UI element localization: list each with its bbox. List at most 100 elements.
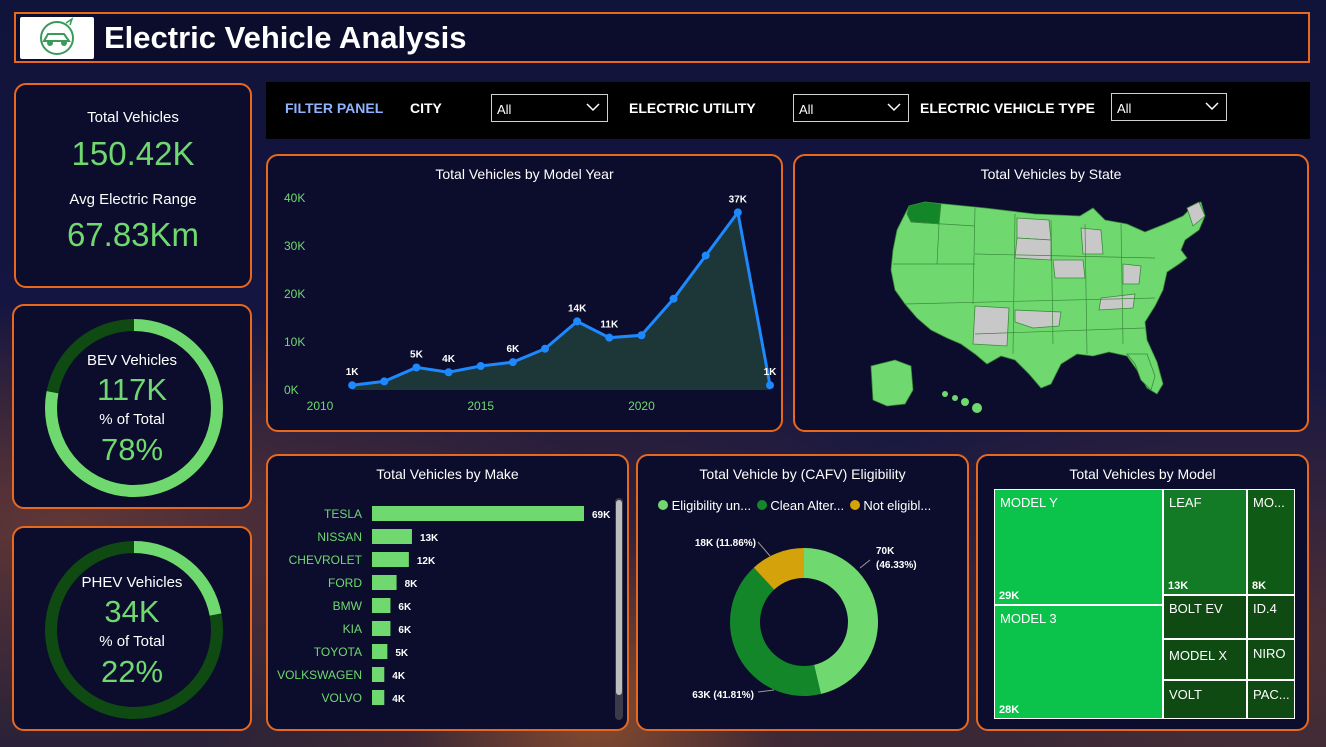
gray-state-dakota-s [1014,237,1052,261]
state-borders [893,207,1156,355]
bar-value-label: 12K [417,556,436,567]
series-line [351,208,772,387]
bar-value-label: 8K [405,579,419,590]
treemap-value: 29K [999,590,1020,602]
bar-category-label: VOLKSWAGEN [277,668,362,682]
page-title: Electric Vehicle Analysis [104,20,467,55]
data-point[interactable] [701,251,710,260]
treemap-cell-volt[interactable]: VOLT [1163,680,1247,719]
washington-state [906,201,942,225]
treemap-label: ID.4 [1253,601,1277,616]
treemap-value: 13K [1168,580,1189,592]
data-point[interactable] [573,317,582,326]
data-point[interactable] [476,362,485,370]
city-dropdown-value: All [497,102,512,117]
treemap-cell-model-x[interactable]: MODEL X [1163,639,1247,680]
treemap-cell-id4[interactable]: ID.4 [1247,595,1295,639]
treemap-label: PAC... [1253,687,1290,702]
treemap-value: 28K [999,704,1020,716]
data-point[interactable] [412,363,421,372]
type-dropdown[interactable]: All [1111,93,1227,121]
data-label: 4K [442,354,456,365]
bar[interactable] [372,506,584,521]
bar-value-label: 6K [398,625,412,636]
treemap-cell-leaf[interactable]: LEAF 13K [1163,489,1247,595]
bar[interactable] [372,598,391,613]
treemap-label: MODEL 3 [1000,611,1057,626]
donut-slice[interactable] [730,567,821,696]
data-point[interactable] [766,381,774,390]
data-point[interactable] [508,358,517,367]
bev-pct-label: % of Total [99,411,165,428]
city-dropdown[interactable]: All [491,94,608,122]
treemap-label: LEAF [1169,495,1202,510]
bar-value-label: 4K [392,694,406,705]
treemap-cell-model-y[interactable]: MODEL Y 29K [994,489,1163,605]
scrollbar-thumb[interactable] [616,500,622,695]
gray-state-wisconsin [1080,227,1104,255]
bar[interactable] [372,552,409,567]
y-tick-label: 30K [284,239,305,253]
cafv-legend: Eligibility un... Clean Alter... Not eli… [658,498,931,513]
bar[interactable] [372,644,388,659]
leader-line [757,541,771,557]
x-tick-label: 2015 [467,399,494,413]
bar-value-label: 5K [395,648,409,659]
bar-category-label: FORD [328,576,362,590]
header-bar: Electric Vehicle Analysis [14,12,1310,63]
legend-item-clean-alt: Clean Alter... [770,498,845,513]
treemap-cell-bolt-ev[interactable]: BOLT EV [1163,595,1247,639]
leader-line [757,689,775,693]
phev-label: PHEV Vehicles [81,574,183,591]
bev-label: BEV Vehicles [86,352,178,369]
leader-line [859,559,871,569]
phev-pct-label: % of Total [99,633,165,650]
data-point[interactable] [444,368,453,377]
alaska-shape [870,359,914,407]
make-chart-scrollbar[interactable] [615,498,623,720]
data-point[interactable] [637,331,646,340]
filter-panel-label: FILTER PANEL [285,100,384,116]
data-point[interactable] [380,377,389,386]
x-tick-label: 2010 [307,399,334,413]
bar-value-label: 4K [392,671,406,682]
bar-value-label: 69K [592,510,611,521]
make-chart-title: Total Vehicles by Make [376,466,519,482]
bar[interactable] [372,690,385,705]
bar[interactable] [372,621,391,636]
treemap-cell-pacifica[interactable]: PAC... [1247,680,1295,719]
total-vehicles-value: 150.42K [71,135,195,172]
data-point[interactable] [733,208,742,217]
bar[interactable] [372,667,385,682]
data-point[interactable] [348,381,357,390]
legend-dot [756,500,767,510]
treemap-label: BOLT EV [1169,601,1223,616]
utility-filter-label: ELECTRIC UTILITY [629,100,756,116]
donut-slice[interactable] [804,548,879,695]
treemap-cell-model-3[interactable]: MODEL 3 28K [994,605,1163,719]
type-filter-label: ELECTRIC VEHICLE TYPE [920,100,1096,116]
data-point[interactable] [669,294,678,303]
bar-value-label: 6K [398,602,412,613]
model-treemap-title: Total Vehicles by Model [1069,466,1216,482]
utility-dropdown[interactable]: All [793,94,909,122]
bev-donut [45,319,223,497]
data-point[interactable] [605,333,614,342]
data-point[interactable] [541,344,549,353]
total-vehicles-label: Total Vehicles [87,109,179,126]
bar-value-label: 13K [420,533,439,544]
legend-dot [658,500,668,510]
gray-state-ohio [1122,263,1142,285]
bar[interactable] [372,529,412,544]
treemap-value: 8K [1252,580,1267,592]
us-map[interactable] [865,194,1245,424]
phev-value: 34K [104,594,160,629]
donut-value-label: 18K (11.86%) [695,538,756,549]
make-chart: Total Vehicles by Make TESLA 69K NISSAN 13K… [266,454,629,731]
data-label: 6K [506,344,520,355]
bev-card: BEV Vehicles 117K % of Total 78% [12,304,252,509]
treemap-cell-model-s[interactable]: MO... 8K [1247,489,1295,595]
bar[interactable] [372,575,397,590]
donut-slice[interactable] [753,548,804,590]
treemap-cell-niro[interactable]: NIRO [1247,639,1295,680]
